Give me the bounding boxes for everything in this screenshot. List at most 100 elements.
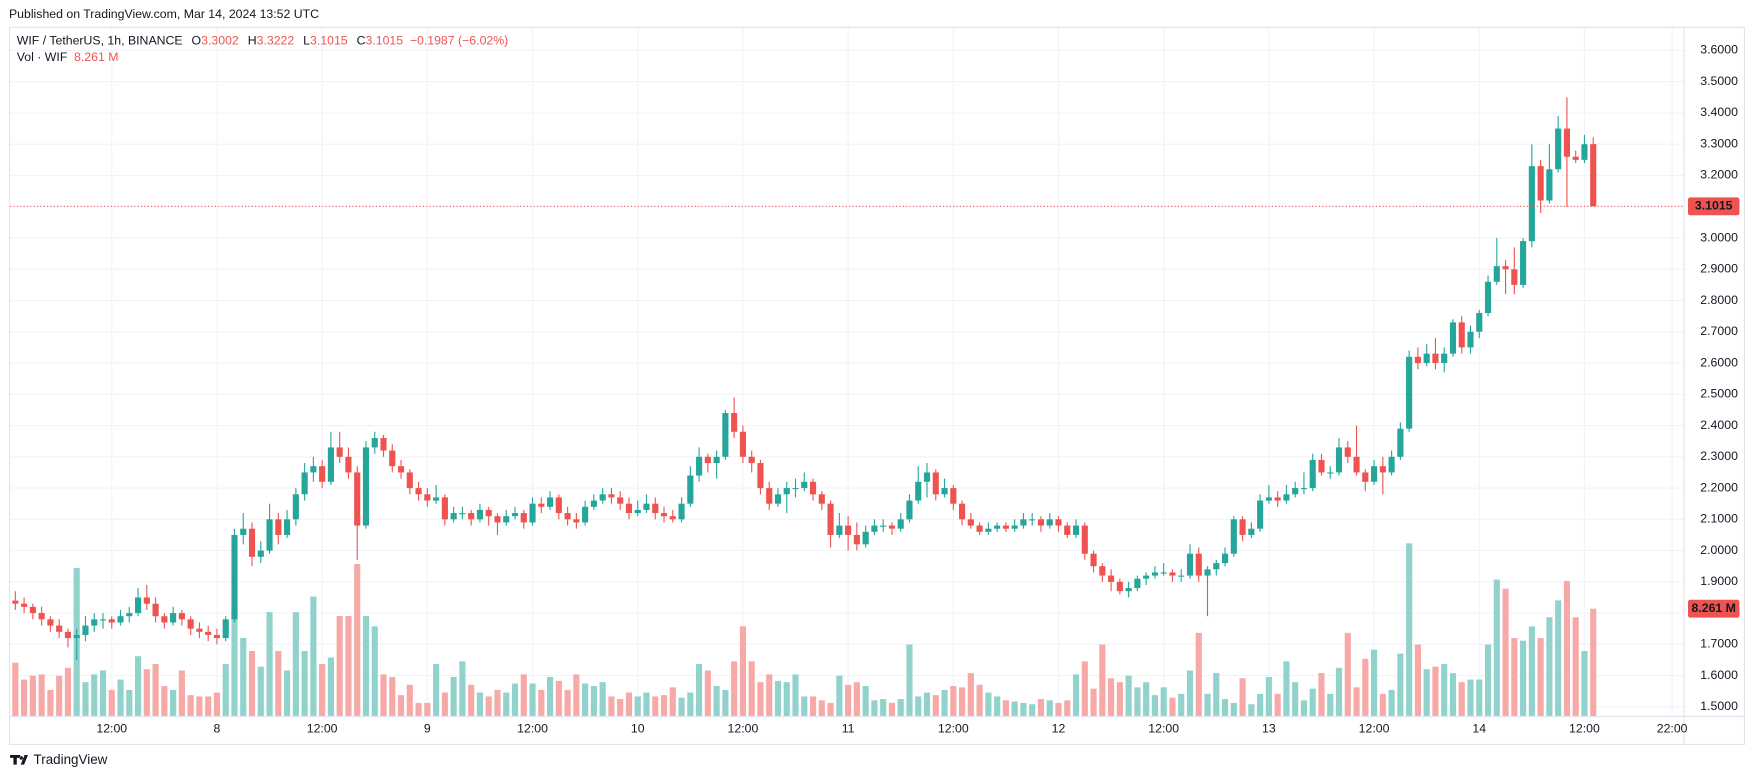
volume-bar [1379,693,1386,716]
legend-volume-name: Vol · WIF [17,50,68,64]
volume-bar [1414,644,1421,716]
volume-bar [757,682,764,716]
candle-body [1195,553,1202,576]
x-tick-label: 8 [214,722,221,736]
candle-body [757,463,764,489]
volume-bar [222,663,229,716]
candle-body [915,481,922,501]
candle-body [1432,353,1439,364]
candle-body [56,625,63,632]
volume-bar [774,680,782,716]
candle-body [1011,525,1018,529]
candle-body [152,603,159,617]
x-tick-label: 12:00 [517,722,548,736]
volume-bar [1046,700,1053,716]
volume-bar [1055,702,1062,716]
candle-body [1046,519,1053,526]
candle-body [319,466,326,482]
candle-body [441,497,448,520]
candle-body [275,519,282,535]
x-tick-label: 12:00 [1569,722,1600,736]
volume-bar [476,692,484,716]
volume-bar [459,661,466,716]
volume-bar [836,675,843,716]
candle-body [818,494,825,504]
candle-body [669,516,676,520]
volume-bar [1590,608,1597,716]
volume-bar [1099,644,1106,716]
volume-bar [1327,693,1334,716]
volume-bar [178,670,185,716]
candle-body [301,472,308,495]
volume-bar [64,667,72,716]
volume-bar [187,695,194,716]
legend-volume: Vol · WIF 8.261 M [17,50,119,64]
volume-bar [1274,693,1281,716]
x-tick-label: 12:00 [307,722,338,736]
candle-body [327,447,334,482]
candle-body [459,513,466,515]
volume-bar [590,686,597,716]
volume-bar [1484,644,1492,716]
last-price-box [1687,197,1740,216]
candle-body [450,513,457,520]
candle-body [468,513,475,520]
volume-bar [783,682,790,716]
candle-body [424,494,431,501]
candle-body [99,619,107,621]
candle-body [1335,447,1343,473]
candle-body [1397,428,1404,457]
candle-body [923,472,931,482]
legend-change: −0.1987 (−6.02%) [410,34,508,48]
x-tick-label: 12:00 [938,722,969,736]
candle-body [1037,519,1045,526]
candle-body [1186,553,1194,576]
x-tick-label: 10 [631,722,645,736]
volume-bar [809,696,817,716]
volume-bar [555,680,562,716]
candle-body [1555,128,1562,170]
candle-body [1125,588,1132,592]
candle-body [748,456,755,464]
volume-bar [292,612,299,716]
candles [12,97,1597,660]
volume-bar [669,687,676,716]
candle-body [590,500,597,507]
volume-bar [827,702,834,716]
volume-bar [336,615,343,716]
candle-body [625,503,633,514]
axes: 1.50001.60001.70001.80001.90002.00002.10… [10,43,1740,736]
candle-body [529,503,536,523]
candle-body [1572,156,1579,160]
published-note: Published on TradingView.com, Mar 14, 20… [9,7,319,21]
y-tick-label: 3.5000 [1700,74,1738,88]
volume-bar [345,615,352,716]
volume-bar [985,692,992,716]
volume-bar [354,564,361,716]
candle-body [1257,500,1264,529]
candle-body [766,488,773,504]
candle-body [555,497,562,514]
volume-bar [196,696,203,716]
candle-body [722,413,729,457]
volume-bar [134,656,142,716]
candle-body [599,494,606,501]
candle-body [1081,525,1088,554]
candle-body [809,481,817,495]
volume-bar [1213,673,1220,716]
candle-body [1116,581,1123,592]
volume-bar [994,696,1001,716]
legend-field: H [248,34,257,48]
volume-bar [1292,682,1299,716]
volume-bar [1143,682,1150,716]
candle-body [801,481,808,489]
candle-body [1563,128,1570,157]
legend-volume-value: 8.261 M [74,50,118,64]
volume-bar [652,696,659,716]
candle-body [362,447,370,526]
volume-bar [617,699,624,716]
candle-body [1213,563,1220,570]
candle-body [1449,322,1457,354]
volume-bar [1511,638,1518,716]
